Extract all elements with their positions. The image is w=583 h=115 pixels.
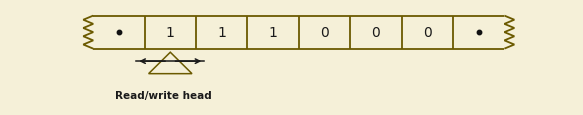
Text: 0: 0 xyxy=(320,26,329,40)
Text: 1: 1 xyxy=(269,26,278,40)
Text: 1: 1 xyxy=(217,26,226,40)
Polygon shape xyxy=(149,53,192,74)
Bar xyxy=(93,16,504,49)
Text: 1: 1 xyxy=(166,26,175,40)
Text: Read/write head: Read/write head xyxy=(115,90,212,100)
Text: 0: 0 xyxy=(371,26,380,40)
Text: 0: 0 xyxy=(423,26,431,40)
